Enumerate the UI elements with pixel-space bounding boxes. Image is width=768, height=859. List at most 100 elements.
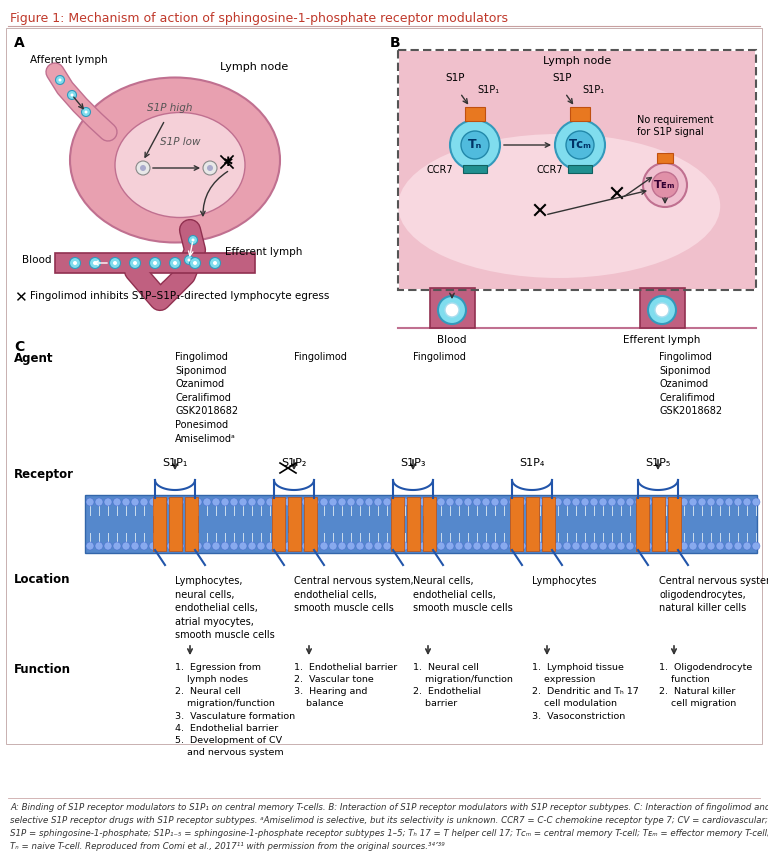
Circle shape	[188, 235, 197, 245]
Circle shape	[320, 498, 328, 506]
Circle shape	[401, 542, 409, 550]
Bar	[657, 153, 673, 163]
Circle shape	[626, 542, 634, 550]
Circle shape	[428, 542, 436, 550]
Circle shape	[136, 161, 150, 175]
Text: Tᴄₘ: Tᴄₘ	[568, 138, 591, 151]
Circle shape	[347, 542, 355, 550]
Text: S1P₃: S1P₃	[400, 458, 425, 468]
Text: S1P: S1P	[552, 73, 571, 83]
Circle shape	[71, 94, 74, 96]
Circle shape	[707, 498, 715, 506]
Circle shape	[95, 498, 103, 506]
Bar	[652, 497, 665, 551]
Circle shape	[210, 258, 220, 269]
Circle shape	[652, 172, 678, 198]
Circle shape	[599, 542, 607, 550]
Text: S1P high: S1P high	[147, 103, 193, 113]
Circle shape	[653, 498, 661, 506]
Text: S1P low: S1P low	[160, 137, 200, 147]
Circle shape	[680, 542, 688, 550]
Circle shape	[626, 498, 634, 506]
Bar	[391, 497, 404, 551]
Circle shape	[509, 498, 517, 506]
Circle shape	[752, 542, 760, 550]
Circle shape	[69, 258, 81, 269]
Circle shape	[445, 303, 459, 317]
Bar	[398, 50, 756, 290]
Circle shape	[500, 542, 508, 550]
Circle shape	[221, 542, 229, 550]
Text: S1P₁: S1P₁	[477, 85, 499, 95]
Bar	[399, 51, 755, 289]
Bar	[6, 28, 762, 744]
Circle shape	[491, 498, 499, 506]
Circle shape	[150, 258, 161, 269]
Circle shape	[230, 498, 238, 506]
Bar	[407, 497, 420, 551]
Circle shape	[311, 498, 319, 506]
Circle shape	[95, 542, 103, 550]
Circle shape	[173, 261, 177, 265]
Circle shape	[392, 498, 400, 506]
Circle shape	[617, 498, 625, 506]
Circle shape	[133, 261, 137, 265]
Circle shape	[374, 498, 382, 506]
Circle shape	[266, 498, 274, 506]
Circle shape	[725, 498, 733, 506]
Circle shape	[90, 258, 101, 269]
Circle shape	[311, 542, 319, 550]
Circle shape	[203, 161, 217, 175]
Circle shape	[140, 165, 146, 171]
Text: Tₙ = naive T-cell. Reproduced from Comi et al., 2017¹¹ with permission from the : Tₙ = naive T-cell. Reproduced from Comi …	[10, 842, 445, 851]
Text: Agent: Agent	[14, 352, 54, 365]
Circle shape	[170, 258, 180, 269]
Circle shape	[293, 542, 301, 550]
Circle shape	[266, 542, 274, 550]
Text: S1P₁: S1P₁	[582, 85, 604, 95]
Bar	[423, 497, 436, 551]
Circle shape	[365, 498, 373, 506]
Circle shape	[689, 498, 697, 506]
Circle shape	[518, 542, 526, 550]
Circle shape	[113, 261, 117, 265]
Circle shape	[566, 131, 594, 159]
Text: C: C	[14, 340, 25, 354]
Circle shape	[563, 542, 571, 550]
Circle shape	[437, 498, 445, 506]
Text: S1P₅: S1P₅	[645, 458, 670, 468]
Circle shape	[212, 542, 220, 550]
Circle shape	[130, 258, 141, 269]
Circle shape	[450, 120, 500, 170]
Circle shape	[104, 498, 112, 506]
Circle shape	[662, 542, 670, 550]
Text: Neural cells,
endothelial cells,
smooth muscle cells: Neural cells, endothelial cells, smooth …	[413, 576, 513, 613]
Text: B: B	[390, 36, 401, 50]
Circle shape	[617, 542, 625, 550]
Circle shape	[257, 498, 265, 506]
Circle shape	[73, 261, 77, 265]
Circle shape	[221, 498, 229, 506]
Circle shape	[473, 542, 481, 550]
Circle shape	[320, 542, 328, 550]
Circle shape	[383, 542, 391, 550]
Circle shape	[149, 498, 157, 506]
Circle shape	[653, 542, 661, 550]
Circle shape	[527, 498, 535, 506]
Circle shape	[590, 498, 598, 506]
Circle shape	[716, 542, 724, 550]
Text: A: A	[14, 36, 25, 50]
Circle shape	[572, 498, 580, 506]
Circle shape	[203, 542, 211, 550]
Circle shape	[518, 498, 526, 506]
Text: Function: Function	[14, 663, 71, 676]
Circle shape	[140, 542, 148, 550]
Circle shape	[86, 542, 94, 550]
Circle shape	[461, 131, 489, 159]
Text: ✱: ✱	[222, 155, 232, 168]
Circle shape	[671, 498, 679, 506]
Text: Lymphocytes,
neural cells,
endothelial cells,
atrial myocytes,
smooth muscle cel: Lymphocytes, neural cells, endothelial c…	[175, 576, 275, 641]
Circle shape	[338, 498, 346, 506]
Text: ✕: ✕	[14, 290, 27, 305]
Circle shape	[545, 542, 553, 550]
